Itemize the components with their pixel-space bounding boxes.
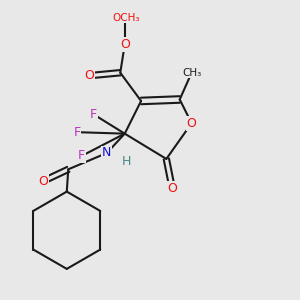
Text: H: H bbox=[122, 155, 131, 168]
Text: O: O bbox=[187, 117, 196, 130]
Text: O: O bbox=[84, 69, 94, 82]
Text: CH₃: CH₃ bbox=[182, 68, 201, 78]
Text: O: O bbox=[167, 182, 177, 195]
Text: N: N bbox=[102, 146, 112, 160]
Text: F: F bbox=[74, 126, 81, 139]
Text: F: F bbox=[78, 149, 85, 162]
Text: OCH₃: OCH₃ bbox=[112, 13, 140, 23]
Text: F: F bbox=[90, 108, 97, 121]
Text: O: O bbox=[120, 38, 130, 51]
Text: O: O bbox=[38, 175, 48, 188]
